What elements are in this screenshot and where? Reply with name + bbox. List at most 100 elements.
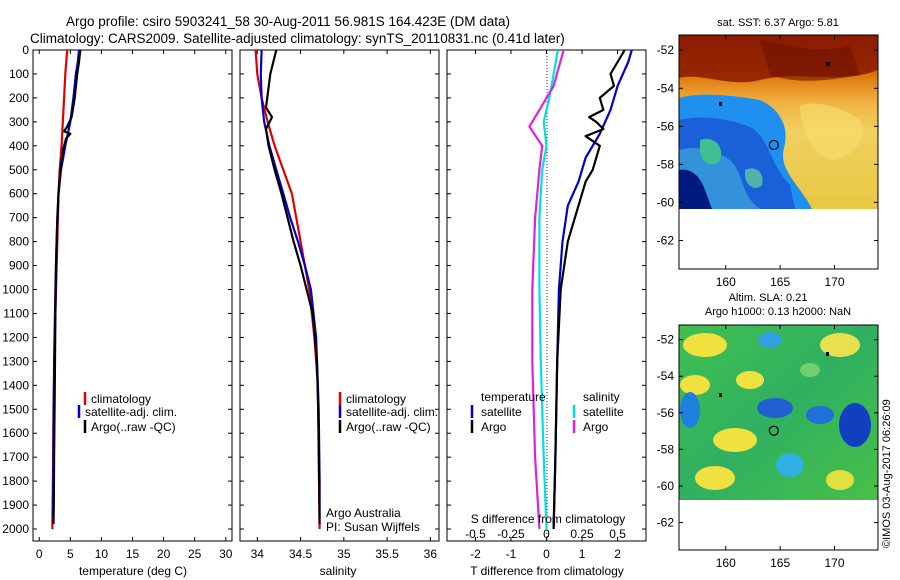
credit-pi: PI: Susan Wijffels xyxy=(326,520,420,534)
difference-panel: -2 -1 0 1 2 -0.5 -0.25 0 0.25 0.5 S difference f… xyxy=(446,49,647,578)
x-tick-label: 34 xyxy=(251,547,265,561)
legend-label-s-satellite: satellite xyxy=(583,405,624,419)
salinity-series xyxy=(254,49,321,530)
legend-label-s-argo: Argo xyxy=(583,420,609,434)
temperature-depth-axis: 0 100 200 300 400 500 600 700 800 900 1000 1100 1200… xyxy=(2,43,232,536)
legend-label-satellite: satellite-adj. clim. xyxy=(85,405,177,419)
x-tick-label: -1 xyxy=(506,547,517,561)
legend-label-climatology: climatology xyxy=(91,392,151,406)
lat-tick-label: -56 xyxy=(657,119,675,133)
legend-heading-salinity: salinity xyxy=(583,390,620,404)
depth-tick-label: 1300 xyxy=(2,354,29,368)
lat-tick-label: -62 xyxy=(657,233,675,247)
x-tick-label: 25 xyxy=(188,547,202,561)
x-tick-label: 20 xyxy=(157,547,171,561)
depth-tick-label: 1400 xyxy=(2,378,29,392)
sla-map-frame xyxy=(678,324,879,551)
s-tick-label: 0.25 xyxy=(570,527,594,541)
series-line-salinity-argo xyxy=(528,49,565,530)
sla-map-subtitle: Argo h1000: 0.13 h2000: NaN xyxy=(705,306,851,318)
legend-label-t-argo: Argo xyxy=(481,420,507,434)
temperature-x-axis: 0 5 10 15 20 25 30 xyxy=(36,50,233,561)
x-tick-label: 2 xyxy=(614,547,621,561)
legend-heading-temperature: temperature xyxy=(481,390,546,404)
series-line-argo-raw-qc- xyxy=(52,49,82,525)
depth-tick-label: 1700 xyxy=(2,450,29,464)
x-tick-label: -2 xyxy=(470,547,481,561)
salinity-xlabel: salinity xyxy=(320,564,357,578)
lon-tick-label: 170 xyxy=(824,556,844,570)
depth-tick-label: 100 xyxy=(9,67,29,81)
difference-x-axis: -2 -1 0 1 2 xyxy=(470,50,621,561)
sst-map-frame xyxy=(678,34,879,270)
lon-tick-label: 165 xyxy=(770,556,790,570)
series-line-temperature-satellite xyxy=(552,49,633,530)
depth-tick-label: 1900 xyxy=(2,498,29,512)
lon-tick-label: 165 xyxy=(770,275,790,289)
lat-tick-label: -62 xyxy=(657,516,675,530)
legend-label-satellite: satellite-adj. clim. xyxy=(346,405,438,419)
imos-watermark: ©IMOS 03-Aug-2017 06:26:09 xyxy=(881,399,893,548)
sst-map-panel: sat. SST: 6.37 Argo: 5.81 160 165 170 -52 -5… xyxy=(657,17,879,289)
island-marker xyxy=(826,352,829,356)
x-tick-label: 1 xyxy=(579,547,586,561)
x-tick-label: 36 xyxy=(424,547,438,561)
depth-tick-label: 1600 xyxy=(2,426,29,440)
depth-tick-label: 400 xyxy=(9,139,29,153)
lat-tick-label: -60 xyxy=(657,479,675,493)
island-marker xyxy=(719,393,722,397)
s-tick-label: 0.5 xyxy=(609,527,626,541)
figure-title-line2: Climatology: CARS2009. Satellite-adjuste… xyxy=(30,31,565,46)
depth-tick-label: 900 xyxy=(9,259,29,273)
s-tick-label: -0.25 xyxy=(497,527,525,541)
sla-map-title: Altim. SLA: 0.21 xyxy=(729,292,808,304)
lat-tick-label: -58 xyxy=(657,157,675,171)
lat-tick-label: -56 xyxy=(657,406,675,420)
depth-tick-label: 2000 xyxy=(2,522,29,536)
series-line-temperature-argo xyxy=(552,49,626,530)
legend-label-argo: Argo(..raw -QC) xyxy=(91,420,176,434)
depth-tick-label: 1800 xyxy=(2,474,29,488)
lon-tick-label: 170 xyxy=(824,275,844,289)
depth-tick-label: 1200 xyxy=(2,330,29,344)
difference-depth-ticks xyxy=(447,49,646,530)
depth-tick-label: 200 xyxy=(9,91,29,105)
salinity-panel: 34 34.5 35 35.5 36 salinity climatology sate… xyxy=(239,49,440,578)
depth-tick-label: 1000 xyxy=(2,283,29,297)
t-difference-label: T difference from climatology xyxy=(470,564,624,578)
salinity-depth-ticks xyxy=(240,49,439,530)
s-tick-label: 0 xyxy=(543,527,550,541)
s-tick-label: -0.5 xyxy=(465,527,486,541)
s-difference-label: S difference from climatology xyxy=(471,512,626,526)
legend-label-climatology: climatology xyxy=(346,392,406,406)
sla-heatmap xyxy=(679,325,878,500)
lat-tick-label: -58 xyxy=(657,442,675,456)
difference-plot-frame xyxy=(446,49,647,542)
temperature-panel: 0100200300400500600700800900100011001200… xyxy=(2,43,232,578)
lon-tick-label: 160 xyxy=(716,556,736,570)
legend-label-t-satellite: satellite xyxy=(481,405,522,419)
sst-heatmap xyxy=(679,35,878,209)
depth-tick-label: 300 xyxy=(9,115,29,129)
difference-legend: temperature satellite Argo salinity sate… xyxy=(470,390,624,434)
x-tick-label: 35.5 xyxy=(375,547,399,561)
x-tick-label: 0 xyxy=(543,547,550,561)
figure-title-line1: Argo profile: csiro 5903241_58 30-Aug-20… xyxy=(66,14,510,29)
lon-tick-label: 160 xyxy=(716,275,736,289)
legend-label-argo: Argo(..raw -QC) xyxy=(346,420,431,434)
credit-org: Argo Australia xyxy=(326,506,401,520)
sla-map-panel: Altim. SLA: 0.21 Argo h1000: 0.13 h2000:… xyxy=(657,292,879,570)
lat-tick-label: -54 xyxy=(657,369,675,383)
temperature-xlabel: temperature (deg C) xyxy=(79,564,187,578)
sla-map-axes: 160 165 170 -52 -54 -56 -58 -60 -62 xyxy=(657,325,878,570)
island-marker xyxy=(719,102,722,106)
argo-position-marker xyxy=(768,425,779,436)
sst-map-title: sat. SST: 6.37 Argo: 5.81 xyxy=(717,17,839,29)
argo-position-marker xyxy=(768,139,779,151)
x-tick-label: 5 xyxy=(67,547,74,561)
depth-tick-label: 500 xyxy=(9,163,29,177)
x-tick-label: 0 xyxy=(36,547,43,561)
depth-tick-label: 700 xyxy=(9,211,29,225)
depth-tick-label: 1100 xyxy=(3,306,29,320)
